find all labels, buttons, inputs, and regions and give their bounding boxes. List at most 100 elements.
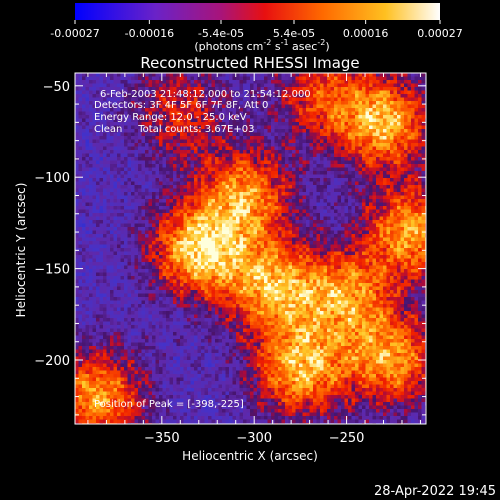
heatmap-cell [134,230,139,235]
heatmap-cell [260,199,265,203]
heatmap-cell [145,164,149,168]
heatmap-cell [250,164,254,168]
heatmap-cell [82,129,86,133]
heatmap-cell [201,199,205,203]
heatmap-cell [113,73,118,77]
heatmap-cell [323,87,328,91]
heatmap-cell [106,199,111,203]
heatmap-cell [292,132,296,137]
heatmap-cell [159,136,163,140]
heatmap-cell [236,129,240,133]
heatmap-cell [264,202,268,207]
heatmap-cell [393,97,398,102]
heatmap-cell [131,111,135,116]
heatmap-cell [323,220,328,224]
heatmap-cell [278,125,282,130]
heatmap-cell [306,227,310,231]
heatmap-cell [222,160,226,165]
heatmap-cell [337,237,342,242]
heatmap-cell [411,104,415,109]
heatmap-cell [208,178,212,182]
heatmap-cell [348,157,352,161]
heatmap-cell [75,122,79,126]
heatmap-cell [292,73,296,77]
heatmap-cell [267,213,272,217]
heatmap-cell [201,234,205,238]
heatmap-cell [334,143,338,147]
heatmap-cell [113,237,118,242]
heatmap-cell [183,143,188,147]
heatmap-cell [313,157,317,161]
heatmap-cell [327,132,331,137]
heatmap-cell [103,164,107,168]
heatmap-cell [211,174,216,179]
heatmap-cell [421,188,426,193]
heatmap-cell [369,241,373,245]
heatmap-cell [218,125,223,130]
heatmap-cell [351,118,356,123]
heatmap-cell [320,143,324,147]
heatmap-cell [106,143,111,147]
heatmap-cell [316,237,321,242]
heatmap-cell [190,132,195,137]
heatmap-cell [124,108,128,112]
heatmap-cell [120,136,125,140]
heatmap-cell [99,83,104,88]
heatmap-cell [323,227,328,231]
heatmap-cell [421,206,426,210]
heatmap-cell [278,188,282,193]
heatmap-cell [145,241,149,245]
heatmap-cell [138,122,142,126]
heatmap-cell [92,97,97,102]
heatmap-cell [358,206,363,210]
heatmap-cell [78,230,83,235]
heatmap-cell [414,167,419,172]
heatmap-cell [274,111,279,116]
heatmap-cell [152,209,156,214]
heatmap-cell [302,223,307,228]
heatmap-cell [222,230,226,235]
heatmap-cell [82,213,86,217]
heatmap-cell [99,132,104,137]
heatmap-cell [187,220,191,224]
heatmap-cell [173,129,177,133]
heatmap-cell [225,234,230,238]
heatmap-cell [103,104,107,109]
heatmap-cell [162,94,167,98]
heatmap-cell [334,237,338,242]
heatmap-cell [351,164,356,168]
heatmap-cell [365,104,370,109]
heatmap-cell [246,80,251,84]
heatmap-cell [302,76,307,81]
heatmap-cell [176,234,181,238]
heatmap-cell [124,122,128,126]
heatmap-cell [99,122,104,126]
heatmap-cell [299,192,303,196]
heatmap-cell [404,129,408,133]
heatmap-cell [159,227,163,231]
heatmap-cell [162,118,167,123]
heatmap-cell [155,195,160,200]
heatmap-cell [421,101,426,105]
heatmap-cell [278,237,282,242]
heatmap-cell [131,87,135,91]
heatmap-cell [281,76,286,81]
heatmap-cell [162,76,167,81]
heatmap-cell [246,97,251,102]
heatmap-cell [239,139,244,144]
heatmap-cell [159,146,163,151]
heatmap-cell [208,164,212,168]
heatmap-cell [99,206,104,210]
heatmap-cell [204,115,209,119]
heatmap-cell [316,202,321,207]
heatmap-cell [166,153,170,158]
heatmap-cell [113,101,118,105]
heatmap-cell [201,195,205,200]
heatmap-cell [232,209,237,214]
heatmap-cell [278,220,282,224]
heatmap-cell [253,150,258,154]
heatmap-cell [187,122,191,126]
heatmap-cell [127,157,132,161]
heatmap-cell [232,139,237,144]
heatmap-cell [173,216,177,221]
